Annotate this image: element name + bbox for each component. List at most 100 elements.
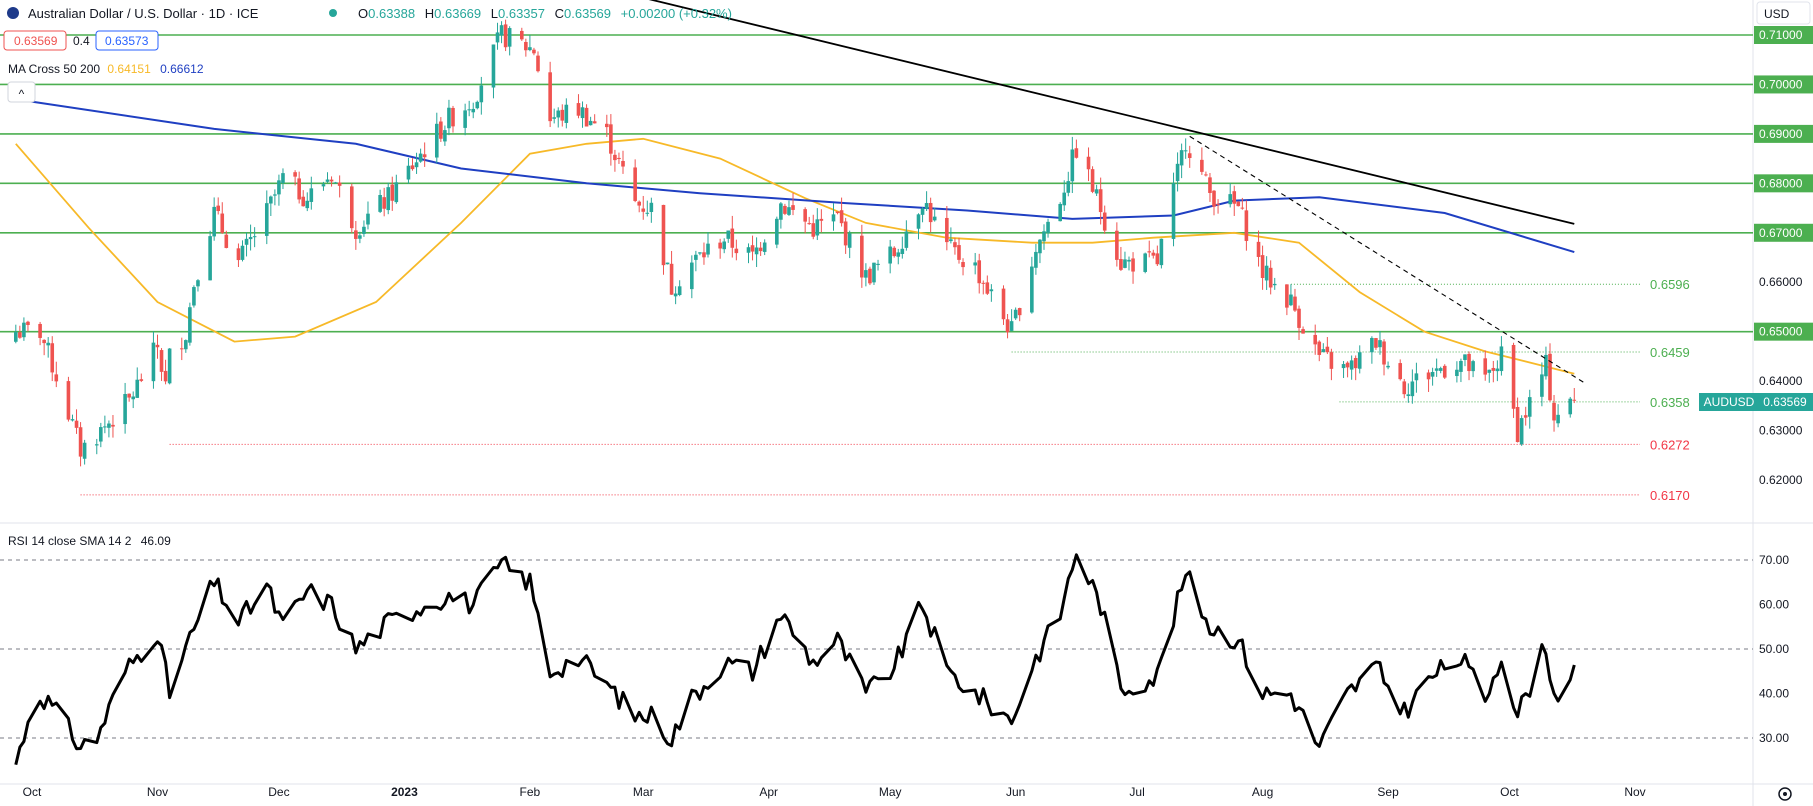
sell-button[interactable] bbox=[3, 30, 67, 51]
candle-body bbox=[868, 268, 872, 284]
candle-body bbox=[1171, 183, 1176, 239]
candle-body bbox=[1552, 402, 1556, 421]
candle-body bbox=[1297, 308, 1301, 328]
candle-body bbox=[1556, 414, 1560, 424]
candle-body bbox=[977, 260, 982, 284]
candle-body bbox=[127, 393, 131, 398]
candle-body bbox=[762, 242, 767, 252]
price-tick-label: 0.65000 bbox=[1759, 325, 1803, 339]
candle-body bbox=[216, 205, 221, 212]
candle-body bbox=[394, 182, 399, 203]
time-tick-label: Dec bbox=[268, 785, 289, 799]
candle-body bbox=[1523, 415, 1528, 418]
candle-body bbox=[1410, 381, 1415, 397]
candle-body bbox=[1090, 169, 1095, 192]
candle-body bbox=[179, 348, 184, 350]
candle-body bbox=[74, 420, 79, 428]
candle-body bbox=[835, 211, 840, 214]
settings-gear-ring bbox=[1778, 787, 1792, 801]
currency-label: USD bbox=[1764, 7, 1790, 21]
candle-body bbox=[1455, 369, 1459, 377]
candle-body bbox=[524, 41, 528, 51]
candle-body bbox=[277, 180, 281, 195]
candle-body bbox=[155, 344, 160, 348]
candle-body bbox=[1200, 159, 1204, 172]
candle-body bbox=[1058, 203, 1062, 222]
candle-body bbox=[1216, 203, 1220, 205]
candle-body bbox=[1398, 363, 1403, 380]
collapse-chevron-icon: ^ bbox=[19, 87, 25, 101]
candle-body bbox=[386, 187, 391, 211]
candle-body bbox=[1042, 231, 1046, 242]
time-tick-label: Jul bbox=[1129, 785, 1144, 799]
ma50-value: 0.64151 bbox=[107, 62, 151, 76]
candle-body bbox=[1572, 399, 1577, 401]
candle-body bbox=[495, 32, 500, 43]
candle-body bbox=[248, 237, 253, 240]
low-label: L bbox=[491, 6, 498, 21]
candle-body bbox=[281, 173, 285, 183]
candle-body bbox=[1034, 251, 1038, 268]
candle-body bbox=[443, 130, 447, 142]
candle-body bbox=[981, 282, 986, 284]
candle-body bbox=[1115, 230, 1119, 260]
price-tick-label: 0.64000 bbox=[1759, 374, 1803, 388]
candle-body bbox=[1151, 252, 1156, 256]
candle-body bbox=[548, 72, 552, 122]
candle-body bbox=[406, 165, 411, 180]
candle-body bbox=[1471, 361, 1475, 372]
candle-body bbox=[1094, 189, 1099, 194]
candle-body bbox=[99, 427, 103, 442]
candle-body bbox=[38, 323, 42, 338]
candle-body bbox=[556, 110, 561, 118]
rsi-line bbox=[14, 553, 1576, 766]
candle-body bbox=[661, 204, 666, 266]
candle-body bbox=[1515, 407, 1520, 443]
candle-body bbox=[1301, 329, 1305, 334]
candle-body bbox=[1483, 358, 1488, 375]
candle-body bbox=[754, 247, 759, 255]
candle-body bbox=[633, 167, 637, 201]
buy-button[interactable] bbox=[95, 30, 159, 51]
time-tick-label: Apr bbox=[759, 785, 778, 799]
swing-level-label: 0.6170 bbox=[1650, 488, 1690, 503]
price-tick-label: 0.67000 bbox=[1759, 226, 1803, 240]
candle-body bbox=[349, 186, 354, 229]
candle-body bbox=[362, 226, 366, 234]
candle-body bbox=[1548, 353, 1552, 401]
time-tick-label: Nov bbox=[1624, 785, 1645, 799]
candle-body bbox=[70, 419, 75, 421]
candle-body bbox=[1272, 283, 1277, 286]
candle-body bbox=[1017, 308, 1022, 316]
candle-body bbox=[321, 184, 326, 187]
candle-body bbox=[1349, 360, 1354, 370]
axes: 0.71000 0.70000 0.69000 0.68000 0.67000 0.660… bbox=[23, 26, 1813, 799]
collapse-legend-button[interactable] bbox=[7, 81, 36, 103]
candle-body bbox=[588, 120, 593, 126]
candle-body bbox=[1009, 321, 1014, 331]
ma-legend[interactable]: MA Cross 50 200 0.64151 0.66612 bbox=[8, 62, 204, 76]
candle-body bbox=[107, 423, 111, 428]
symbol-title[interactable]: Australian Dollar / U.S. Dollar · 1D · I… bbox=[28, 6, 259, 21]
change-value: +0.00200 (+0.32%) bbox=[621, 6, 732, 21]
candle-body bbox=[244, 238, 249, 245]
candle-body bbox=[1467, 353, 1471, 372]
candle-body bbox=[293, 172, 297, 177]
candle-body bbox=[390, 184, 395, 201]
candle-body bbox=[677, 286, 682, 295]
candle-body bbox=[1131, 258, 1135, 272]
rsi-tick-label: 50.00 bbox=[1759, 642, 1789, 656]
currency-selector[interactable] bbox=[1756, 1, 1811, 25]
level-lines: 0.6596 0.6459 0.6358 0.6272 0.6170 bbox=[0, 34, 1753, 503]
candle-body bbox=[1030, 266, 1034, 313]
settings-icon[interactable] bbox=[1778, 787, 1792, 801]
rsi-legend[interactable]: RSI 14 close SMA 14 2 46.09 bbox=[8, 534, 171, 548]
price-tick-label: 0.70000 bbox=[1759, 77, 1803, 91]
candle-body bbox=[580, 107, 585, 119]
candle-body bbox=[1289, 294, 1293, 306]
candle-body bbox=[1001, 288, 1006, 320]
candle-body bbox=[637, 201, 641, 206]
candle-body bbox=[1313, 334, 1318, 345]
rsi-tick-label: 40.00 bbox=[1759, 687, 1789, 701]
